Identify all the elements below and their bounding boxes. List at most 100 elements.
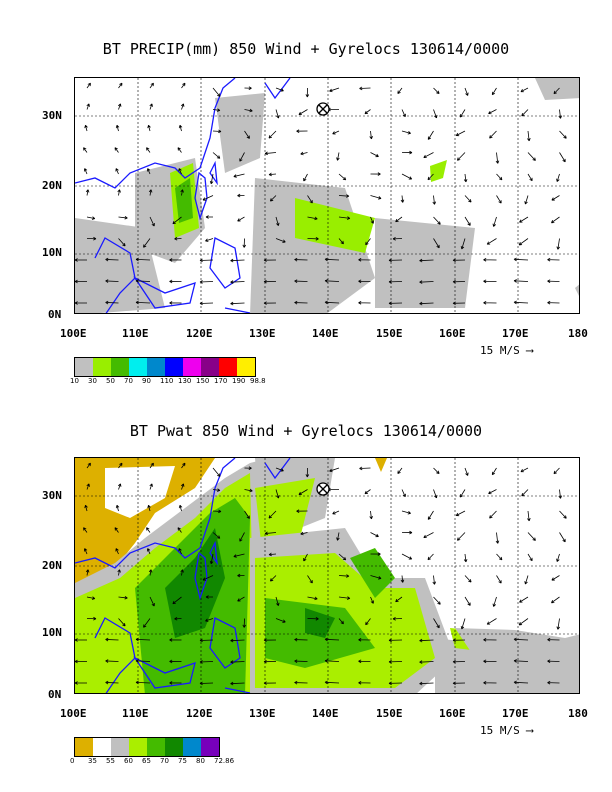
legend-label: 190	[232, 377, 246, 385]
wind-arrow	[483, 680, 497, 685]
wind-arrow	[369, 510, 373, 520]
legend-swatch	[147, 738, 165, 756]
wind-arrow	[459, 489, 466, 498]
wind-arrow	[324, 279, 340, 283]
wind-arrow	[244, 488, 253, 493]
wind-arrow	[115, 548, 119, 555]
wind-arrow	[519, 216, 529, 223]
y-tick-10n: 10N	[42, 626, 62, 639]
wind-arrow	[370, 575, 382, 580]
wind-arrow	[178, 124, 183, 132]
wind-arrow	[388, 279, 403, 284]
wind-arrow	[86, 103, 90, 110]
wind-arrow	[489, 130, 497, 139]
wind-arrow	[513, 680, 529, 685]
wind-arrow	[556, 173, 560, 182]
wind-arrow	[149, 483, 153, 490]
wind-arrow	[148, 189, 153, 196]
wind-arrow	[149, 216, 155, 227]
wind-arrow	[212, 467, 221, 477]
wind-arrow	[365, 238, 371, 246]
wind-arrow	[324, 300, 340, 305]
wind-arrow	[521, 489, 529, 497]
legend-label: 65	[142, 757, 151, 765]
wind-arrow	[456, 152, 466, 161]
wind-arrow	[178, 504, 183, 512]
x-tick: 160E	[439, 327, 466, 340]
wind-arrow	[427, 553, 434, 561]
wind-arrow	[305, 467, 310, 478]
wind-arrow	[169, 638, 182, 642]
wind-scale-label: 15 M/S ⟶	[480, 724, 533, 737]
wind-arrow	[83, 147, 88, 153]
wind-arrow	[388, 258, 403, 263]
legend-swatch	[201, 358, 219, 376]
precip-legend	[74, 357, 256, 377]
wind-arrow	[180, 483, 185, 490]
wind-arrow	[483, 637, 497, 642]
wind-arrow	[242, 238, 247, 248]
wind-arrow	[263, 279, 277, 284]
wind-arrow	[244, 108, 253, 113]
wind-arrow	[338, 216, 351, 220]
wind-arrow	[547, 680, 560, 685]
wind-arrow	[455, 130, 466, 137]
y-tick-30n: 30N	[42, 489, 62, 502]
wind-arrow	[199, 258, 214, 263]
wind-arrow	[298, 109, 308, 116]
wind-arrow	[556, 618, 561, 630]
wind-arrow	[527, 152, 536, 161]
wind-arrow	[370, 152, 379, 158]
wind-arrow	[483, 279, 497, 284]
wind-arrow	[75, 638, 87, 642]
wind-arrow	[105, 659, 119, 663]
wind-arrow	[147, 504, 151, 512]
wind-arrow	[464, 596, 471, 606]
legend-label: 35	[88, 757, 97, 765]
wind-arrow	[547, 279, 560, 283]
wind-arrow	[244, 510, 250, 519]
wind-arrow	[460, 618, 466, 630]
wind-arrow	[370, 596, 374, 604]
wind-arrow	[358, 638, 371, 642]
wind-arrow	[75, 258, 87, 262]
wind-arrow	[300, 531, 308, 536]
wind-arrow	[84, 124, 88, 132]
wind-arrow	[84, 504, 88, 512]
wind-arrow	[423, 152, 434, 159]
wind-arrow	[230, 280, 245, 284]
wind-arrow	[105, 637, 119, 642]
legend-swatch	[147, 358, 165, 376]
legend-swatch	[111, 738, 129, 756]
wind-arrow	[275, 216, 280, 226]
wind-arrow	[117, 483, 122, 490]
wind-arrow	[237, 216, 245, 222]
wind-arrow	[358, 659, 371, 664]
wind-arrow	[180, 103, 185, 110]
legend-swatch	[75, 738, 93, 756]
wind-arrow	[105, 680, 119, 685]
wind-arrow	[105, 257, 119, 262]
wind-arrow	[263, 638, 277, 642]
wind-arrow	[464, 195, 472, 203]
wind-arrow	[401, 530, 413, 535]
wind-arrow	[263, 301, 277, 305]
wind-arrow	[181, 462, 186, 469]
pwat-legend	[74, 737, 220, 757]
wind-arrow	[180, 189, 184, 196]
precip-map	[74, 77, 580, 314]
wind-arrow	[401, 130, 411, 135]
wind-arrow	[524, 575, 529, 585]
wind-arrow	[307, 195, 313, 204]
wind-arrow	[169, 659, 182, 664]
wind-arrow	[178, 168, 182, 175]
wind-arrow	[559, 510, 567, 519]
wind-arrow	[332, 130, 340, 135]
wind-arrow	[364, 109, 371, 115]
gyre-location-icon	[316, 102, 330, 116]
wind-arrow	[199, 638, 214, 643]
wind-arrow	[491, 467, 497, 476]
x-tick: 170E	[502, 707, 529, 720]
panel1-title: BT PRECIP(mm) 850 Wind + Gyrelocs 130614…	[102, 40, 510, 58]
wind-arrow	[172, 596, 182, 605]
